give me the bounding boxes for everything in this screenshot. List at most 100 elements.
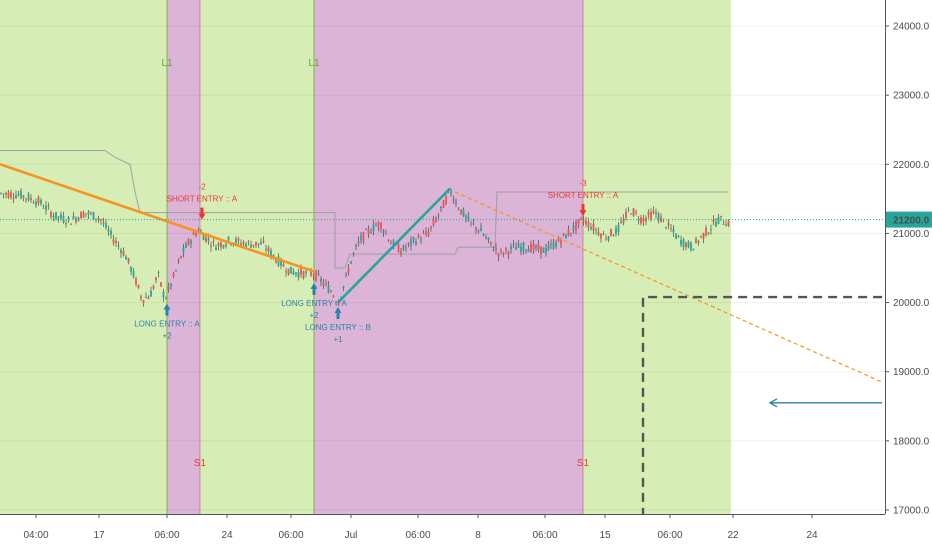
candle-body — [270, 250, 272, 257]
candle-body — [577, 219, 580, 225]
short-entry-signal[interactable]: SHORT ENTRY :: A -3 — [548, 179, 619, 217]
candle-body — [240, 243, 242, 246]
candle-body — [715, 221, 717, 227]
candle-body — [640, 217, 642, 224]
candle-body — [245, 243, 247, 248]
candle-body — [412, 237, 415, 240]
candle-body — [202, 235, 205, 241]
zone-label: S1 — [194, 458, 207, 469]
candle-body — [292, 271, 295, 275]
candle-body — [570, 232, 572, 234]
candle-body — [437, 215, 440, 217]
candle-body — [280, 258, 282, 266]
candle-body — [77, 217, 80, 221]
signal-qty: +1 — [333, 335, 343, 344]
candle-body — [30, 197, 32, 200]
candle-body — [285, 271, 287, 273]
candle-body — [5, 192, 7, 195]
candle-body — [362, 232, 365, 242]
candle-body — [187, 239, 190, 245]
trend-lines — [0, 163, 885, 383]
candle-body — [555, 242, 557, 247]
time-tick-label: 8 — [475, 530, 481, 541]
target-box[interactable] — [641, 295, 885, 517]
zone-label: S1 — [577, 458, 590, 469]
candle-body — [215, 247, 217, 251]
arrow-head-icon — [768, 398, 778, 408]
candle-body — [130, 267, 132, 272]
candle-body — [692, 248, 695, 251]
stop-line — [0, 149, 728, 269]
candle-body — [257, 243, 260, 245]
candle-body — [322, 282, 325, 286]
time-axis[interactable] — [0, 514, 932, 550]
candle-body — [445, 196, 447, 205]
signal-label: SHORT ENTRY :: A — [548, 191, 619, 200]
candle-body — [160, 282, 162, 287]
trend-line[interactable] — [0, 163, 315, 273]
candle-body — [605, 238, 607, 240]
candle-body — [22, 195, 25, 198]
candle-body — [467, 216, 470, 222]
candle-body — [107, 229, 110, 232]
candle-body — [690, 243, 692, 251]
candle-body — [310, 271, 312, 276]
candle-body — [222, 245, 225, 248]
candle-body — [647, 211, 650, 216]
candle-body — [345, 273, 347, 276]
candle-body — [592, 223, 595, 231]
candle-body — [550, 243, 552, 245]
candle-body — [272, 254, 275, 258]
short-entry-signal[interactable]: SHORT ENTRY :: A -2 — [167, 183, 238, 220]
candle-body — [65, 223, 67, 225]
candle-body — [402, 245, 405, 251]
candle-body — [127, 258, 130, 263]
candle-body — [57, 216, 60, 218]
time-tick-label: 06:00 — [278, 530, 303, 541]
grid — [0, 25, 885, 511]
candle-body — [235, 238, 237, 244]
candle-body — [267, 247, 270, 252]
candle-body — [517, 243, 520, 248]
candle-body — [657, 213, 660, 221]
trend-line[interactable] — [337, 187, 451, 304]
candle-body — [147, 297, 150, 299]
price-tick-label: 22000.0 — [893, 160, 930, 171]
long-entry-signal[interactable]: LONG ENTRY :: B+1 — [305, 307, 371, 344]
candle-body — [37, 197, 40, 204]
candle-body — [565, 234, 567, 239]
annotations: L1 L1 S1 S1 — [161, 58, 885, 517]
candle-body — [352, 252, 355, 254]
candle-body — [390, 243, 392, 245]
candle-body — [42, 207, 45, 209]
price-tick-label: 17000.0 — [893, 506, 930, 517]
candle-body — [2, 193, 5, 195]
trend-line[interactable] — [454, 191, 883, 383]
long-entry-signal[interactable]: LONG ENTRY :: A+2 — [281, 282, 347, 320]
candle-body — [637, 219, 640, 221]
signal-qty: -2 — [198, 183, 206, 192]
candle-body — [392, 240, 395, 248]
price-axis[interactable] — [885, 0, 932, 550]
candle-body — [47, 206, 50, 207]
candle-body — [675, 234, 677, 239]
candle-body — [607, 236, 610, 240]
time-tick-label: 06:00 — [154, 530, 179, 541]
candle-body — [162, 291, 165, 298]
candle-body — [0, 192, 2, 194]
time-tick-label: 06:00 — [532, 530, 557, 541]
candle-body — [295, 272, 297, 275]
candle-body — [137, 284, 140, 289]
candle-body — [305, 271, 307, 274]
candle-body — [630, 213, 632, 215]
candle-body — [275, 259, 277, 263]
signal-zones — [0, 0, 731, 514]
last-price-badge — [886, 211, 932, 228]
candle-body — [480, 227, 482, 232]
candle-body — [92, 212, 95, 220]
short-zone — [314, 0, 583, 514]
candle-body — [207, 238, 210, 241]
candle-body — [455, 201, 457, 205]
long-entry-signal[interactable]: LONG ENTRY :: A+2 — [134, 303, 200, 341]
